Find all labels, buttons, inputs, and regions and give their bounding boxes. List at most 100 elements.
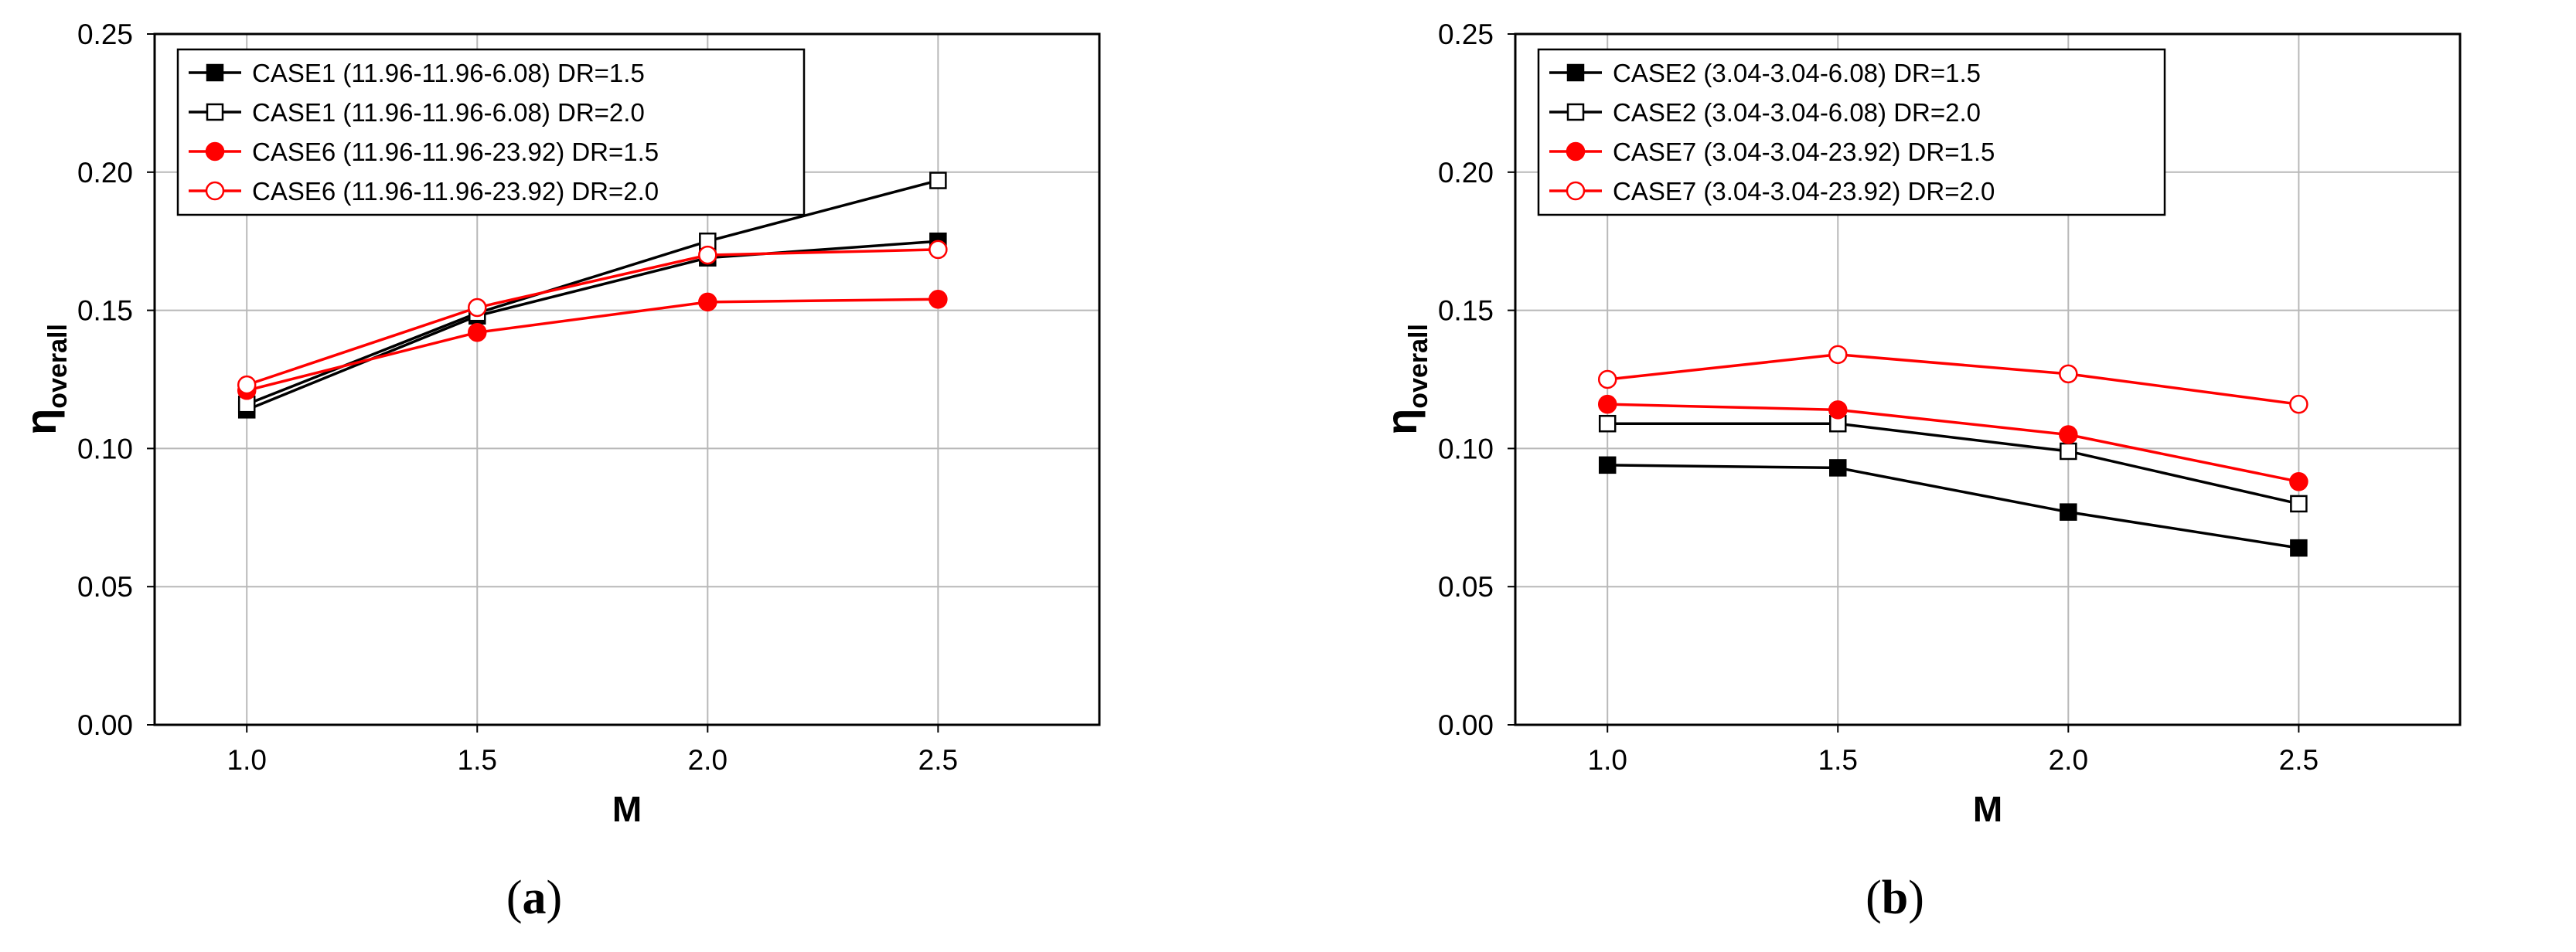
chart-a-legend-swatch-marker [205,181,225,201]
chart-b-legend-label: CASE2 (3.04-3.04-6.08) DR=2.0 [1613,98,1981,127]
chart-b-plot-frame [1514,32,2462,726]
chart-b-legend-swatch-marker [1566,181,1586,201]
chart-b-series-3 [1597,345,2309,414]
chart-a-legend-swatch-marker [205,141,225,162]
chart-a-x-tick-label: 2.5 [918,744,958,776]
chart-a-y-axis-title-sub: overall [43,324,73,409]
chart-a-series-3-point [929,240,948,260]
chart-b-y-tick-label: 0.15 [1438,295,1494,327]
chart-a-series-2-point [698,292,717,312]
chart-b-series-1 [1598,414,2308,513]
chart-a-series-0-line [246,240,939,411]
chart-b-series-0 [1598,456,2308,557]
chart-b-legend: CASE2 (3.04-3.04-6.08) DR=1.5 CASE2 (3.04… [1537,48,2166,216]
chart-a-y-tick-label: 0.00 [77,709,133,741]
chart-b-y-tick-label: 0.00 [1438,709,1494,741]
chart-a-legend-item: CASE6 (11.96-11.96-23.92) DR=1.5 [189,138,659,166]
chart-b-series-2-point [2289,472,2309,491]
chart-b-x-tick-label: 1.5 [1818,744,1858,776]
chart-b-legend-label: CASE7 (3.04-3.04-23.92) DR=2.0 [1613,177,1995,206]
chart-b-series-0-point [1829,459,1847,477]
chart-b-x-tick-label: 2.5 [2279,744,2319,776]
chart-a-panel-label: (a) [506,872,562,924]
chart-b-legend-swatch-marker [1566,63,1585,82]
chart-b-panel-label: (b) [1866,872,1924,924]
chart-a-y-axis-title-main: η [16,409,65,435]
chart-b-series-2 [1597,394,2309,491]
chart-a-series-1-line [246,178,939,406]
chart-b-panel-label-letter: b [1882,872,1908,924]
chart-a-series-0 [237,232,947,419]
chart-a-series-3-point [237,375,257,395]
chart-a-series-3-line [246,248,939,386]
chart-b-legend-label: CASE2 (3.04-3.04-6.08) DR=1.5 [1613,59,1981,87]
chart-b-series-0-point [2060,503,2077,521]
chart-a-legend-label: CASE6 (11.96-11.96-23.92) DR=2.0 [252,177,659,206]
chart-b-legend-swatch-marker [1566,141,1586,162]
chart-b-series-3-point [2289,394,2309,414]
chart-b-series-2-point [1828,400,1848,420]
chart-a-legend-label: CASE1 (11.96-11.96-6.08) DR=1.5 [252,59,645,87]
chart-a-y-tick-label: 0.10 [77,433,133,464]
chart-b-y-tick-labels: 0.00 0.05 0.10 0.15 0.20 0.25 [1438,19,1515,741]
chart-a-y-tick-label: 0.25 [77,19,133,50]
chart-b-series-1-point [2060,442,2077,461]
chart-a-x-tick-label: 2.0 [688,744,727,776]
chart-a-series-3-point [468,298,487,318]
chart-b-y-axis-title: ηoverall [1377,324,1433,435]
chart-b-series-1-line [1607,422,2299,505]
chart-a-y-axis-title: ηoverall [16,324,73,435]
chart-a-series-3-point [698,245,717,265]
chart-b-series-3-line [1607,353,2299,406]
chart-a-y-tick-label: 0.20 [77,157,133,189]
chart-b: 0.00 0.05 0.10 0.15 0.20 0.25 1.0 1.5 2.0 2.5 Mηov… [1377,19,2462,924]
chart-b-x-tick-labels: 1.0 1.5 2.0 2.5 [1588,725,2319,776]
chart-a-x-axis-title: M [612,789,642,829]
chart-a-y-tick-label: 0.05 [77,571,133,603]
chart-a-legend-item: CASE1 (11.96-11.96-6.08) DR=1.5 [189,59,645,87]
chart-a-y-tick-label: 0.15 [77,295,133,327]
chart-b-y-tick-label: 0.25 [1438,19,1494,50]
chart-a-legend-swatch-marker [206,103,224,121]
chart-b-x-tick-label: 1.0 [1588,744,1627,776]
chart-a-x-tick-label: 1.0 [227,744,267,776]
chart-a-legend-swatch-marker [206,63,224,82]
chart-a-series-2 [237,290,948,400]
chart-b-legend-item: CASE2 (3.04-3.04-6.08) DR=1.5 [1549,59,1981,87]
chart-b-y-tick-label: 0.05 [1438,571,1494,603]
chart-a-legend: CASE1 (11.96-11.96-6.08) DR=1.5 CASE1 (11… [176,48,806,216]
chart-a-legend-item: CASE6 (11.96-11.96-23.92) DR=2.0 [189,177,659,206]
chart-b-y-tick-label: 0.10 [1438,433,1494,464]
chart-b-series-0-point [2290,539,2308,557]
chart-b-legend-label: CASE7 (3.04-3.04-23.92) DR=1.5 [1613,138,1995,166]
chart-a-x-tick-labels: 1.0 1.5 2.0 2.5 [227,725,958,776]
chart-b-legend-item: CASE2 (3.04-3.04-6.08) DR=2.0 [1549,98,1981,127]
chart-b-x-axis-title: M [1973,789,2002,829]
chart-b-legend-swatch-marker [1566,103,1585,121]
chart-a-series-1-point [929,172,947,189]
chart-b-series-0-point [1598,456,1617,474]
chart-b-legend-box [1537,48,2166,216]
chart-b-series-2-point [1597,394,1617,414]
chart-a-series-2-point [929,290,948,309]
chart-a-series-3 [237,240,948,395]
chart-b-series-1-point [2290,495,2308,513]
chart-a-legend-label: CASE1 (11.96-11.96-6.08) DR=2.0 [252,98,645,127]
chart-b-series-1-point [1598,414,1617,433]
chart-a-series-2-point [468,322,487,342]
chart-b-legend-item: CASE7 (3.04-3.04-23.92) DR=2.0 [1549,177,1995,206]
chart-b-series-2-line [1607,403,2299,484]
chart-a-x-tick-label: 1.5 [458,744,497,776]
chart-b-series-3-point [2059,364,2078,384]
chart-b-series-0-line [1607,464,2299,549]
chart-a-plot-frame [153,32,1101,726]
chart-b-y-axis-title-main: η [1377,409,1426,435]
chart-a-panel-label-letter: a [523,872,547,924]
chart-a-legend-item: CASE1 (11.96-11.96-6.08) DR=2.0 [189,98,645,127]
chart-a: 0.00 0.05 0.10 0.15 0.20 0.25 1.0 1.5 2.0 2.5 Mηov… [16,19,1101,924]
chart-a-legend-box [176,48,806,216]
chart-b-series-3-point [1597,369,1617,389]
chart-a-series-2-line [246,298,939,393]
chart-b-x-tick-label: 2.0 [2049,744,2088,776]
